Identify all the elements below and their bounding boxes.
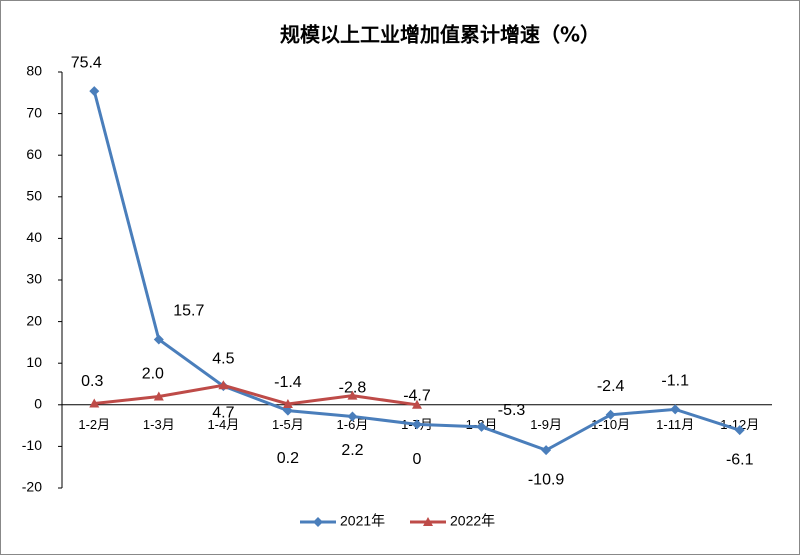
point [282,405,293,416]
y-tick-label: 70 [26,104,42,120]
x-tick-label: 1-6月 [337,417,369,432]
data-label: 0.2 [277,450,299,467]
y-tick-label: 20 [26,312,42,328]
y-tick-label: 0 [34,396,42,412]
y-tick-label: 60 [26,146,42,162]
y-tick-label: 30 [26,271,42,287]
point [89,86,100,97]
data-label: 75.4 [71,54,102,71]
data-label: -4.7 [403,388,431,405]
data-label: 15.7 [173,303,204,320]
point [670,404,681,415]
data-label: -5.3 [498,402,526,419]
data-label: -1.4 [274,374,302,391]
data-label: -10.9 [528,471,565,488]
point [282,398,293,408]
x-tick-label: 1-5月 [272,417,304,432]
data-label: 2.2 [341,442,363,459]
legend-marker [313,517,323,527]
point [153,391,164,401]
y-tick-label: -10 [22,437,42,453]
y-tick-label: -20 [22,479,42,495]
point [89,398,100,408]
data-label: 4.7 [212,404,234,421]
data-label: 4.5 [212,350,234,367]
point [347,390,358,400]
point [734,425,745,436]
y-tick-label: 50 [26,188,42,204]
point [412,419,422,430]
point [218,380,229,390]
chart-title: 规模以上工业增加值累计增速（%） [280,23,600,47]
data-label: 0 [413,451,422,468]
x-tick-label: 1-9月 [530,417,562,432]
data-label: -6.1 [726,451,754,468]
point [541,445,552,456]
legend-label: 2022年 [450,513,495,529]
legend-label: 2021年 [340,513,385,529]
y-tick-label: 80 [26,63,42,79]
point [476,421,487,432]
data-label: -1.1 [661,373,689,390]
data-label: -2.4 [597,378,625,395]
series-line [94,383,418,407]
point [347,411,358,422]
y-tick-label: 10 [26,354,42,370]
point [153,334,164,345]
y-tick-label: 40 [26,229,42,245]
data-label: 0.3 [81,373,103,390]
x-tick-label: 1-2月 [78,417,110,432]
legend-marker [423,517,433,526]
data-label: -2.8 [339,380,367,397]
x-tick-label: 1-3月 [143,417,175,432]
point [605,409,616,420]
x-tick-label: 1-4月 [207,417,239,432]
point [412,399,422,409]
x-tick-label: 1-11月 [656,417,694,432]
data-label: 2.0 [142,366,164,383]
